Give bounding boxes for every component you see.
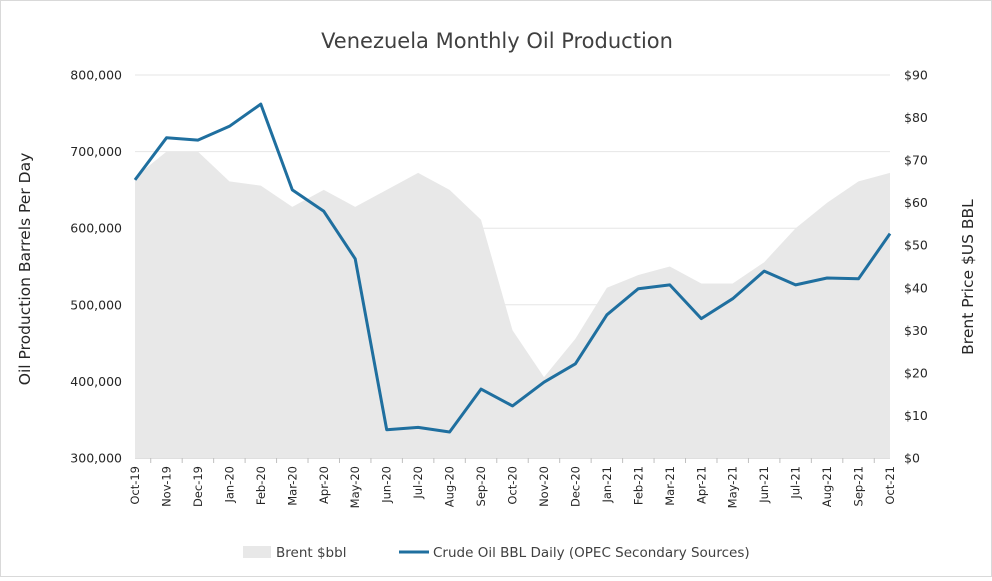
x-tick-label: Mar-21 [663,466,677,506]
y2-tick-label: $50 [904,238,928,253]
x-tick-label: Dec-19 [191,466,205,507]
x-tick-label: Mar-20 [285,466,299,506]
y2-tick-label: $20 [904,365,928,380]
x-tick-label: Nov-20 [537,466,551,507]
x-tick-label: Feb-20 [254,466,268,505]
x-tick-label: Jul-20 [411,466,425,500]
y-tick-label: 400,000 [70,374,122,389]
right-axis-label: Brent Price $US BBL [959,199,977,355]
left-axis-ticks: 300,000 400,000 500,000 600,000 700,000 800,0… [70,68,122,466]
x-tick-label: May-20 [348,466,362,508]
x-tick-label: Dec-20 [568,466,582,507]
legend-swatch-brent [243,546,271,558]
y-tick-label: 800,000 [70,68,122,83]
x-tick-label: Aug-21 [820,466,834,507]
y2-tick-label: $90 [904,68,928,83]
x-tick-label: Apr-21 [694,466,708,504]
legend-label-production: Crude Oil BBL Daily (OPEC Secondary Sour… [433,545,750,561]
y2-tick-label: $40 [904,280,928,295]
x-tick-label: Feb-21 [631,466,645,505]
legend: Brent $bbl Crude Oil BBL Daily (OPEC Sec… [243,545,750,561]
left-axis-label: Oil Production Barrels Per Day [16,153,34,385]
x-tick-label: Jan-20 [222,466,236,504]
x-axis-ticks: Oct-19 Nov-19 Dec-19 Jan-20 Feb-20 Mar-20 Apr-… [128,458,897,508]
x-tick-label: May-21 [726,466,740,508]
x-tick-label: Oct-19 [128,466,142,505]
y-tick-label: 600,000 [70,221,122,236]
legend-label-brent: Brent $bbl [276,545,346,561]
y-tick-label: 300,000 [70,451,122,466]
y2-tick-label: $30 [904,323,928,338]
y-tick-label: 700,000 [70,144,122,159]
right-axis-ticks: $0 $10 $20 $30 $40 $50 $60 $70 $80 $90 [904,68,928,466]
y2-tick-label: $60 [904,195,928,210]
x-tick-label: Jul-21 [789,466,803,500]
x-tick-label: Jun-20 [380,466,394,504]
y2-tick-label: $10 [904,408,928,423]
y2-tick-label: $70 [904,153,928,168]
chart-title: Venezuela Monthly Oil Production [321,29,673,53]
y2-tick-label: $0 [904,451,920,466]
x-tick-label: Nov-19 [160,466,174,507]
x-tick-label: Aug-20 [443,466,457,507]
x-tick-label: Jan-21 [600,466,614,504]
y2-tick-label: $80 [904,110,928,125]
x-tick-label: Oct-20 [506,466,520,505]
x-tick-label: Oct-21 [883,466,897,505]
x-tick-label: Jun-21 [757,466,771,504]
x-tick-label: Apr-20 [317,466,331,504]
x-tick-label: Sep-21 [852,466,866,506]
y-tick-label: 500,000 [70,297,122,312]
x-tick-label: Sep-20 [474,466,488,506]
